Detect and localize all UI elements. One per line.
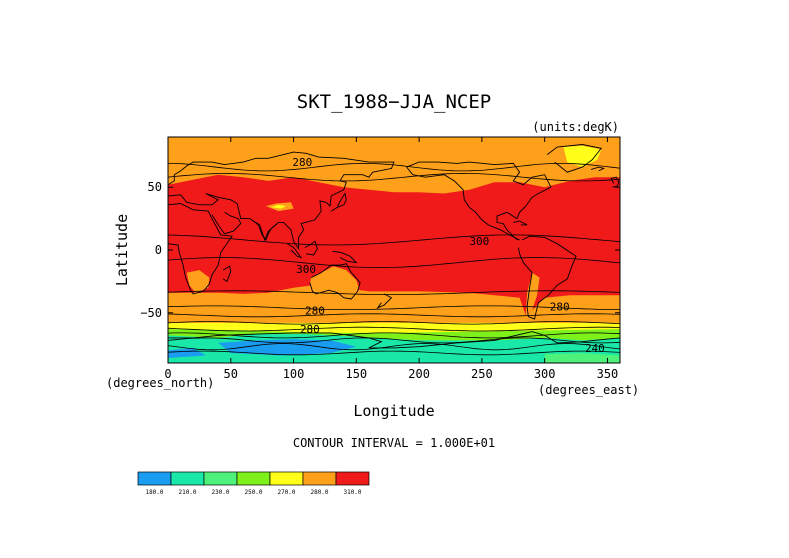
colorbar-level-label: 250.0 — [244, 489, 262, 496]
x-tick-label: 250 — [471, 367, 493, 381]
x-tick-label: 150 — [345, 367, 367, 381]
field-patch-antarctic-west — [168, 347, 206, 358]
x-tick-label: 300 — [534, 367, 556, 381]
plot-area: 280 300 300 280 280 280 240 — [167, 136, 621, 364]
field-patch-australia — [309, 266, 359, 298]
y-axis-ticks: 50 0 −50 — [140, 180, 620, 320]
contour-line — [167, 321, 621, 325]
x-units: (degrees_east) — [538, 383, 639, 397]
contour-label: 240 — [585, 342, 605, 355]
coastline-arabia — [211, 211, 242, 235]
coastline-newguinea — [332, 250, 358, 264]
colorbar-swatch — [203, 471, 238, 486]
contour-label: 280 — [300, 323, 320, 336]
coastline-northamerica — [406, 161, 552, 241]
contour-labels: 280 300 300 280 280 280 240 — [292, 156, 605, 355]
contour-line — [167, 172, 621, 182]
colorbar-level-label: 210.0 — [178, 489, 196, 496]
field-patch-antarctic-east — [544, 353, 620, 363]
field-patch-greenland — [563, 145, 602, 168]
contour-line — [167, 350, 621, 356]
y-tick-label: 0 — [155, 243, 162, 257]
y-axis-label: Latitude — [113, 214, 131, 286]
contour-line — [167, 257, 621, 269]
coastline-madagascar — [222, 265, 232, 283]
colorbar: 180.0 210.0 230.0 250.0 270.0 280.0 310.0 — [137, 471, 370, 496]
colorbar-level-label: 310.0 — [343, 489, 361, 496]
x-axis-ticks: 0 50 100 150 200 250 300 350 — [164, 137, 618, 381]
field-patch-andes — [525, 272, 540, 316]
x-tick-label: 50 — [224, 367, 238, 381]
coastline-iceland — [590, 166, 605, 172]
coastline-southamerica — [517, 235, 577, 320]
colorbar-level-label: 280.0 — [310, 489, 328, 496]
x-tick-label: 200 — [408, 367, 430, 381]
colorbar-swatch — [302, 471, 337, 486]
contour-line — [167, 162, 621, 172]
y-tick-label: 50 — [148, 180, 162, 194]
colorbar-swatch — [335, 471, 370, 486]
contour-label: 300 — [296, 263, 316, 276]
coastline-cuba — [513, 220, 528, 226]
contour-line — [167, 337, 621, 344]
y-tick-label: −50 — [140, 306, 162, 320]
contour-label: 280 — [550, 301, 570, 314]
coastline-greenland — [546, 144, 603, 173]
contour-lines — [167, 162, 621, 356]
coastline-newzealand — [376, 293, 393, 309]
contour-line — [167, 234, 621, 246]
field-patch-south-africa — [186, 270, 210, 293]
field-patch-antarctic-interior — [218, 339, 357, 356]
contour-label: 280 — [305, 304, 325, 317]
contour-label: 300 — [469, 235, 489, 248]
coastline-india — [253, 220, 278, 241]
units-note: (units:degK) — [532, 120, 619, 134]
chart-title: SKT_1988−JJA_NCEP — [297, 91, 491, 113]
x-tick-label: 0 — [164, 367, 171, 381]
field-patch-tibet-core — [271, 204, 286, 209]
coastline-sumatra — [287, 243, 303, 259]
temperature-field — [168, 137, 620, 363]
colorbar-swatch — [170, 471, 205, 486]
contour-line — [167, 305, 621, 311]
colorbar-swatch — [236, 471, 271, 486]
x-tick-label: 100 — [283, 367, 305, 381]
y-units: (degrees_north) — [106, 376, 214, 390]
coastline-japan — [330, 192, 347, 212]
contour-line — [167, 326, 621, 332]
colorbar-swatch — [137, 471, 172, 486]
x-axis-label: Longitude — [353, 402, 434, 420]
colorbar-level-label: 270.0 — [277, 489, 295, 496]
colorbar-level-label: 230.0 — [211, 489, 229, 496]
x-tick-label: 350 — [597, 367, 619, 381]
contour-interval: CONTOUR INTERVAL = 1.000E+01 — [293, 436, 495, 450]
colorbar-level-label: 180.0 — [145, 489, 163, 496]
contour-label: 280 — [292, 156, 312, 169]
coastline-eurasia — [167, 151, 395, 251]
colorbar-swatch — [269, 471, 304, 486]
contour-line — [167, 313, 621, 318]
coastline-antarctica — [168, 331, 621, 349]
coastline-africa — [167, 203, 233, 295]
contour-line — [167, 290, 621, 296]
contour-line — [167, 343, 621, 351]
contour-line — [167, 332, 621, 339]
